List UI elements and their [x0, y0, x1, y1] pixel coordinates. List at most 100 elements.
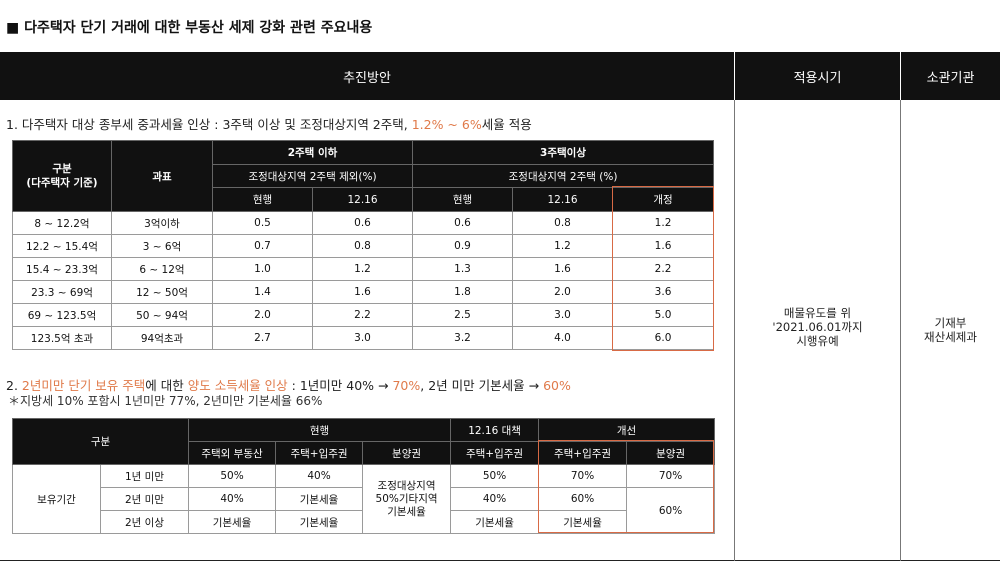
rate-cell: 0.7	[212, 234, 313, 258]
new-rate-cell: 70%	[538, 464, 628, 488]
period-cell: 1년 미만	[99, 464, 190, 488]
rate-cell: 2.2	[311, 303, 414, 327]
section2-accent: 60%	[543, 378, 571, 393]
rate-cell: 1.2	[311, 257, 414, 281]
rate-cell: 2.0	[212, 303, 313, 327]
table-row: 15.4 ~ 23.3억 6 ~ 12억 1.0 1.2 1.3 1.6 2.2	[12, 257, 715, 281]
revised-rate-cell: 1.2	[612, 211, 715, 235]
date-1216-header: 12.16	[512, 187, 614, 212]
rate-cell: 40%	[450, 487, 540, 511]
rate-cell: 50%	[188, 464, 277, 488]
revised-rate-cell: 3.6	[612, 280, 715, 304]
section2-text: : 1년미만 40% →	[287, 378, 393, 393]
rate-cell: 0.5	[212, 211, 313, 235]
table-row: 23.3 ~ 69억 12 ~ 50억 1.4 1.6 1.8 2.0 3.6	[12, 280, 715, 304]
new-rate-cell: 60%	[538, 487, 628, 511]
col-base-header: 과표	[111, 140, 213, 212]
col-group-header: 구분 (다주택자 기준)	[12, 140, 112, 212]
rate-cell: 기본세율	[450, 510, 540, 534]
rate-cell: 3.0	[512, 303, 614, 327]
row-group: 123.5억 초과	[12, 326, 112, 350]
table-row: 보유기간 1년 미만 50% 40% 조정대상지역 50%기타지역 기본세율 5…	[12, 464, 716, 534]
rate-cell: 0.8	[512, 211, 614, 235]
row-base: 50 ~ 94억	[111, 303, 213, 327]
agency-text: 기재부 재산세제과	[924, 316, 977, 344]
sub-2house-header: 조정대상지역 2주택 제외(%)	[211, 164, 414, 188]
rate-cell: 2.7	[212, 326, 313, 350]
rate-cell: 40%	[188, 487, 277, 511]
rate-cell: 1.6	[311, 280, 414, 304]
revised-rate-cell: 5.0	[612, 303, 715, 327]
table-row: 123.5억 초과 94억초과 2.7 3.0 3.2 4.0 6.0	[12, 326, 715, 350]
rate-cell: 2.0	[512, 280, 614, 304]
current-header: 현행	[412, 187, 514, 212]
rate-cell: 50%	[450, 464, 540, 488]
section2-text: 2.	[6, 378, 22, 393]
revised-rate-cell: 6.0	[612, 326, 715, 350]
section1-text-end: 세율 적용	[481, 117, 532, 132]
main-table-frame: 추진방안 적용시기 소관기관 매물유도를 위 '2021.06.01까지 시행유…	[0, 52, 1000, 561]
rate-cell: 4.0	[512, 326, 614, 350]
table-row: 2년 이상 기본세율 기본세율 기본세율 기본세율	[13, 510, 715, 534]
house-right-header: 주택+입주권	[275, 441, 364, 465]
new-presale-cell: 70%	[626, 464, 716, 488]
section1-heading: 1. 다주택자 대상 종부세 중과세율 인상 : 3주택 이상 및 조정대상지역…	[6, 114, 532, 133]
row-base: 12 ~ 50억	[111, 280, 213, 304]
rate-cell: 0.9	[412, 234, 514, 258]
col-group-header: 구분	[11, 418, 190, 465]
timing-text: 매물유도를 위 '2021.06.01까지 시행유예	[772, 306, 863, 348]
header-timing: 적용시기	[735, 52, 900, 100]
presale-current-cell: 조정대상지역 50%기타지역 기본세율	[362, 464, 452, 534]
rate-cell: 0.6	[311, 211, 414, 235]
rate-cell: 1.2	[512, 234, 614, 258]
revised-header: 개정	[612, 187, 715, 212]
section2-text: , 2년 미만 기본세율 →	[420, 378, 544, 393]
section1-accent: 1.2% ~ 6%	[411, 117, 482, 132]
improved-header: 개선	[538, 418, 716, 442]
table-row: 8 ~ 12.2억 3억이하 0.5 0.6 0.6 0.8 1.2	[12, 211, 715, 235]
rate-cell: 1.8	[412, 280, 514, 304]
section2-note: ＊지방세 10% 포함시 1년미만 77%, 2년미만 기본세율 66%	[8, 394, 323, 408]
new-presale-cell: 60%	[626, 487, 716, 534]
row-group: 69 ~ 123.5억	[12, 303, 112, 327]
section2-heading: 2. 2년미만 단기 보유 주택에 대한 양도 소득세율 인상 : 1년미만 4…	[6, 375, 571, 394]
current-header: 현행	[212, 187, 313, 212]
column-divider	[734, 100, 735, 561]
period-cell: 2년 이상	[99, 510, 190, 534]
row-group: 8 ~ 12.2억	[12, 211, 112, 235]
rate-cell: 1.6	[512, 257, 614, 281]
row-base: 6 ~ 12억	[111, 257, 213, 281]
rate-cell: 3.2	[412, 326, 514, 350]
column-divider	[900, 100, 901, 561]
new-rate-cell: 기본세율	[538, 510, 628, 534]
table-row: 69 ~ 123.5억 50 ~ 94억 2.0 2.2 2.5 3.0 5.0	[12, 303, 715, 327]
nonhouse-header: 주택외 부동산	[188, 441, 277, 465]
row-base: 94억초과	[111, 326, 213, 350]
group-3house-header: 3주택이상	[412, 140, 715, 165]
rate-cell: 기본세율	[275, 510, 364, 534]
presale-header: 분양권	[362, 441, 452, 465]
rate-cell: 2.5	[412, 303, 514, 327]
section2-accent: 2년미만 단기 보유 주택	[21, 378, 146, 393]
section2-accent: 양도 소득세율 인상	[187, 378, 288, 393]
hold-period-label: 보유기간	[12, 464, 101, 534]
section2-accent: 70%	[392, 378, 421, 393]
header-plan: 추진방안	[0, 52, 734, 100]
table-row: 12.2 ~ 15.4억 3 ~ 6억 0.7 0.8 0.9 1.2 1.6	[12, 234, 715, 258]
rate-cell: 기본세율	[275, 487, 364, 511]
rate-cell: 1.4	[212, 280, 313, 304]
current-header: 현행	[188, 418, 452, 442]
row-group: 23.3 ~ 69억	[12, 280, 112, 304]
revised-rate-cell: 2.2	[612, 257, 715, 281]
transfer-tax-table: 구분 현행 12.16 대책 개선 주택외 부동산 주택+입주권 분양권 주택+…	[11, 418, 716, 534]
rate-cell: 3.0	[311, 326, 414, 350]
rate-cell: 기본세율	[188, 510, 277, 534]
presale-header: 분양권	[626, 441, 716, 465]
rate-cell: 1.0	[212, 257, 313, 281]
plan-1216-header: 12.16 대책	[450, 418, 540, 442]
house-right-header: 주택+입주권	[538, 441, 628, 465]
sub-3house-header: 조정대상지역 2주택 (%)	[412, 164, 715, 188]
property-tax-table: 구분 (다주택자 기준) 과표 2주택 이하 3주택이상 조정대상지역 2주택 …	[12, 140, 715, 350]
rate-cell: 40%	[275, 464, 364, 488]
row-group: 15.4 ~ 23.3억	[12, 257, 112, 281]
